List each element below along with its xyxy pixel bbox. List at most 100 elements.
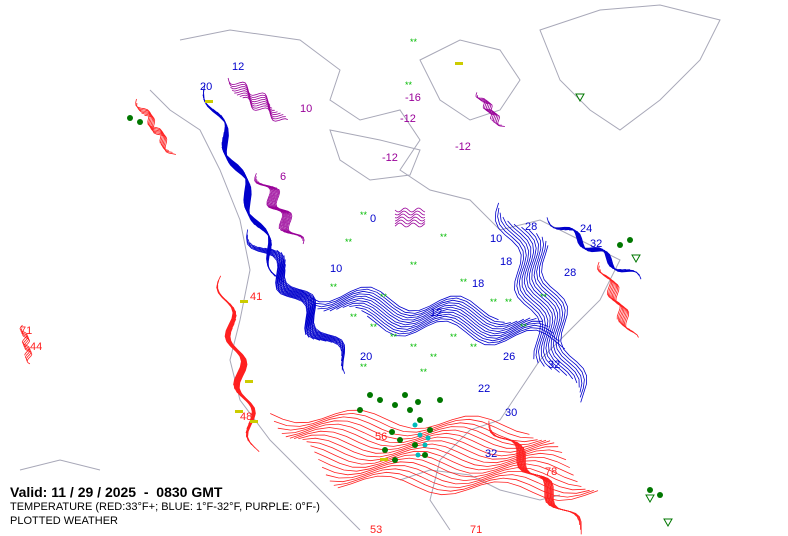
contour-line [317,293,518,328]
snow-symbol: ** [520,322,528,332]
contour-label: 18 [500,256,512,268]
rain-symbol [657,492,663,498]
snow-symbol: ** [410,37,418,47]
contour-line [270,409,530,435]
contour-line [264,247,338,345]
freezing-rain-symbol [422,442,428,448]
snow-symbol: ** [490,297,498,307]
contour-line [247,238,315,340]
rain-symbol [412,442,418,448]
rain-symbol [627,237,633,243]
contour-line [298,434,559,460]
contour-line [136,102,164,147]
contour-label: 6 [280,171,286,183]
freezing-rain-symbol [425,435,431,441]
contour-line [277,416,538,443]
rain-symbol [392,402,398,408]
snow-symbol: ** [450,332,458,342]
contour-line [507,220,560,373]
contour-line [533,233,580,388]
contour-line [497,207,544,364]
fog-symbol [235,410,243,413]
contour-line [524,451,582,535]
snow-symbol: ** [360,210,368,220]
contour-label: -12 [455,141,471,153]
contour-label: 18 [472,278,484,290]
coastline [419,39,521,121]
contour-line [485,102,505,127]
snow-symbol: ** [350,312,358,322]
contour-line [513,223,568,376]
snow-symbol: ** [410,342,418,352]
snow-symbol: ** [370,322,378,332]
contour-line [249,242,321,341]
contour-line [282,259,344,367]
contour-line [225,154,284,283]
rain-symbol [415,399,421,405]
contour-line [281,420,542,446]
contour-line [22,334,33,365]
coastline [329,129,421,181]
contour-line [229,336,256,445]
snow-symbol: ** [380,292,388,302]
contour-label: -16 [405,92,421,104]
contour-line [321,461,582,487]
temperature-contours [19,77,642,535]
contour-line [355,306,555,342]
fog-symbol [250,420,258,423]
shower-symbol [631,254,641,264]
contour-line [394,207,426,213]
snow-symbol: ** [420,367,428,377]
snow-symbol: ** [390,332,398,342]
contour-line [236,92,284,118]
contour-line [285,423,547,449]
rain-symbol [437,397,443,403]
contour-line [21,331,32,362]
rain-symbol [377,397,383,403]
contour-label: 56 [375,431,387,443]
contour-label: 10 [490,233,502,245]
contour-line [253,245,327,342]
contour-label: 32 [590,238,602,250]
contour-line [502,216,553,370]
snow-symbol: ** [345,237,353,247]
contour-line [482,101,502,126]
contour-line [394,213,426,219]
contour-line [342,302,543,337]
contour-label: 22 [478,383,490,395]
rain-symbol [422,452,428,458]
contour-label: 10 [300,103,312,115]
freezing-rain-symbol [415,452,421,458]
rain-symbol [389,429,395,435]
contour-line [323,295,524,330]
contour-line [222,150,280,280]
contour-line [283,264,345,371]
contour-line [239,94,286,120]
coastline [19,459,101,471]
contour-label: -12 [382,152,398,164]
contour-line [276,249,342,352]
plotted-weather-symbols: ************ ************************** **… [127,37,673,528]
rain-symbol [367,392,373,398]
contour-line [246,229,308,335]
contour-line [314,451,574,476]
contour-label: 53 [370,524,382,536]
snow-symbol: ** [410,260,418,270]
temperature-legend: TEMPERATURE (RED:33°F+; BLUE: 1°F-32°F, … [10,501,320,513]
snow-symbol: ** [540,292,548,302]
contour-line [137,106,166,149]
contour-label: 10 [330,263,342,275]
contour-line [275,188,305,245]
contour-line [521,226,574,380]
snow-symbol: ** [330,282,338,292]
contour-labels: 0 20 12 10 -16 -12 -12 -12 18 12 10 28 32 32 22 26 20 30 2… [20,61,602,536]
contour-label: 44 [30,341,42,353]
contour-label: -12 [400,113,416,125]
fog-symbol [240,300,248,303]
rain-symbol [397,437,403,443]
contour-line [273,412,534,439]
contour-line [144,114,176,155]
coastline [399,469,561,501]
rain-symbol [392,457,398,463]
